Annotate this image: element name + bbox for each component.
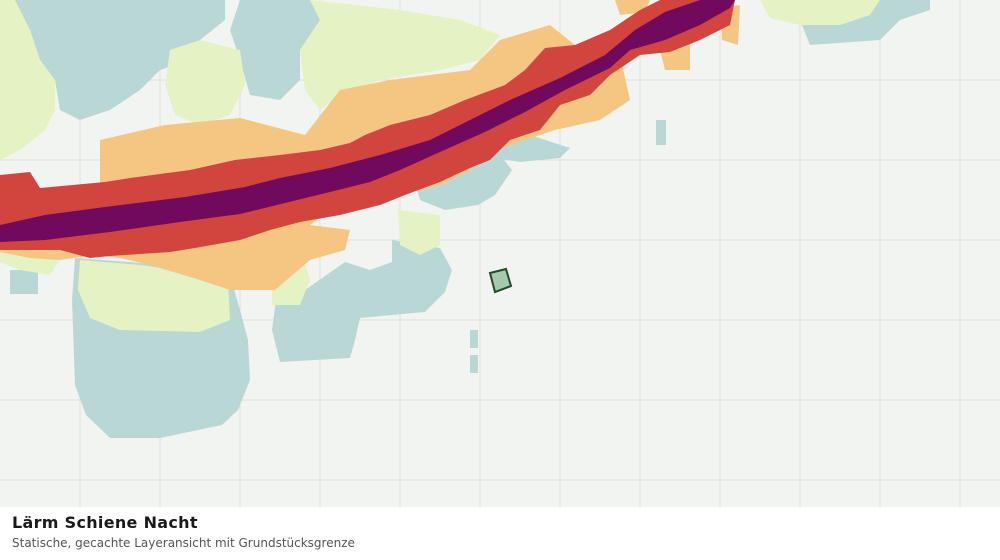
- map-title: Lärm Schiene Nacht: [12, 513, 198, 532]
- noise-zone-highest: [0, 0, 735, 242]
- map-subtitle: Statische, gecachte Layeransicht mit Gru…: [12, 536, 355, 550]
- footer: Lärm Schiene Nacht Statische, gecachte L…: [0, 507, 1000, 560]
- noise-zone-high: [0, 0, 735, 258]
- parcel-boundary: [488, 267, 513, 294]
- map: [0, 0, 1000, 507]
